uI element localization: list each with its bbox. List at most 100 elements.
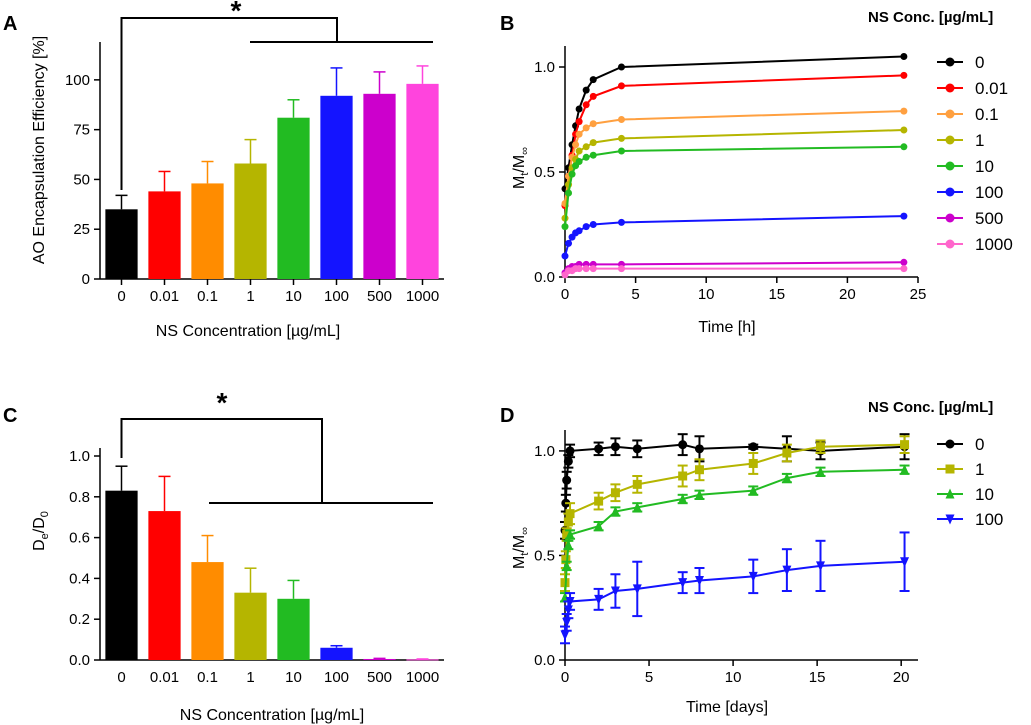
data-point (900, 464, 910, 475)
data-point (582, 124, 590, 132)
y-tick-label: 0.0 (69, 652, 90, 669)
data-point (900, 53, 908, 60)
data-point (565, 509, 575, 519)
bar (363, 93, 396, 280)
significance-star: * (231, 0, 242, 26)
legend-marker (945, 187, 955, 197)
legend-label: 0 (975, 435, 984, 454)
legend-label: 0.01 (975, 79, 1008, 98)
data-point (617, 116, 625, 123)
data-point (816, 466, 826, 477)
data-point (589, 139, 597, 147)
data-point (900, 258, 908, 266)
data-point (563, 456, 573, 466)
data-point (617, 63, 625, 71)
data-point (561, 252, 569, 260)
x-tick-label: 20 (893, 669, 910, 686)
legend-marker (945, 213, 955, 223)
data-point (900, 557, 910, 568)
data-point (617, 82, 625, 90)
x-tick-label: 0.1 (197, 669, 218, 686)
data-point (748, 458, 758, 468)
y-tick-label: 1.0 (534, 59, 555, 76)
data-point (562, 617, 572, 628)
data-point (565, 596, 575, 607)
x-tick-label: 10 (725, 669, 742, 686)
data-point (816, 561, 826, 572)
legend-title: NS Conc. [µg/mL] (868, 9, 993, 26)
x-tick-label: 0 (561, 286, 569, 303)
legend-marker (945, 109, 955, 119)
significance-star: * (217, 387, 228, 418)
data-point (782, 472, 792, 483)
y-tick-label: 25 (73, 221, 90, 238)
data-point (575, 118, 583, 126)
y-tick-label: 0.2 (69, 611, 90, 628)
bar (105, 490, 138, 660)
x-tick-label: 0 (117, 669, 125, 686)
bar (105, 209, 138, 279)
data-point (575, 147, 583, 155)
y-tick-label: 0 (82, 271, 90, 288)
data-point (632, 501, 642, 512)
x-tick-label: 0 (117, 288, 125, 305)
data-point (900, 126, 908, 134)
data-point (562, 475, 572, 485)
legend-marker (945, 57, 955, 67)
data-point (694, 465, 704, 475)
y-tick-label: 0.6 (69, 530, 90, 547)
x-tick-label: 5 (645, 669, 653, 686)
y-tick-label: 0.0 (534, 652, 555, 669)
x-tick-label: 0.1 (197, 288, 218, 305)
y-tick-label: 0.0 (534, 269, 555, 286)
panel-label-d: D (500, 405, 514, 427)
data-point (782, 448, 792, 458)
bar (320, 95, 353, 279)
data-point (594, 594, 604, 605)
data-point (589, 265, 597, 273)
y-tick-label: 0.5 (534, 164, 555, 181)
legend-marker (945, 135, 955, 145)
data-point (748, 485, 758, 496)
panel-c: C NS Concentration [µg/mL] De/D0 0.0 0.2 0… (3, 387, 444, 724)
x-tick-label: 0.01 (150, 669, 179, 686)
data-point (632, 584, 642, 595)
data-point (563, 517, 573, 527)
x-tick-label: 10 (285, 288, 302, 305)
data-point (900, 265, 908, 273)
data-point (900, 440, 910, 450)
data-point (678, 493, 688, 504)
bar (363, 658, 396, 660)
panel-label-b: B (500, 13, 514, 35)
bar (191, 562, 224, 660)
data-point (617, 218, 625, 226)
data-point (610, 488, 620, 498)
data-point (594, 520, 604, 531)
legend-label: 0.1 (975, 105, 999, 124)
legend-label: 0 (975, 53, 984, 72)
x-tick-label: 1 (246, 669, 254, 686)
x-axis-label: Time [h] (698, 319, 755, 336)
data-point (582, 153, 590, 161)
legend-marker (945, 161, 955, 171)
x-tick-label: 500 (367, 288, 392, 305)
data-point (561, 555, 571, 565)
panel-b: B NS Conc. [µg/mL] Time [h] Mt/M∞ 0 5 10 15… (500, 9, 1013, 336)
y-tick-label: 1.0 (534, 443, 555, 460)
legend-title: NS Conc. [µg/mL] (868, 399, 993, 416)
data-point (632, 444, 642, 454)
data-point (565, 529, 575, 540)
legend-marker (945, 464, 955, 474)
x-tick-label: 500 (367, 669, 392, 686)
y-axis-label: AO Encapsulation Efficiency [%] (31, 36, 48, 264)
data-point (565, 446, 575, 456)
data-point (582, 86, 590, 94)
data-point (782, 565, 792, 576)
panel-label-a: A (3, 13, 17, 35)
y-tick-label: 0.5 (534, 547, 555, 564)
bar (191, 183, 224, 279)
y-axis-label: Mt/M∞ (511, 527, 531, 569)
y-axis-label: De/D0 (31, 511, 51, 551)
data-point (694, 444, 704, 454)
